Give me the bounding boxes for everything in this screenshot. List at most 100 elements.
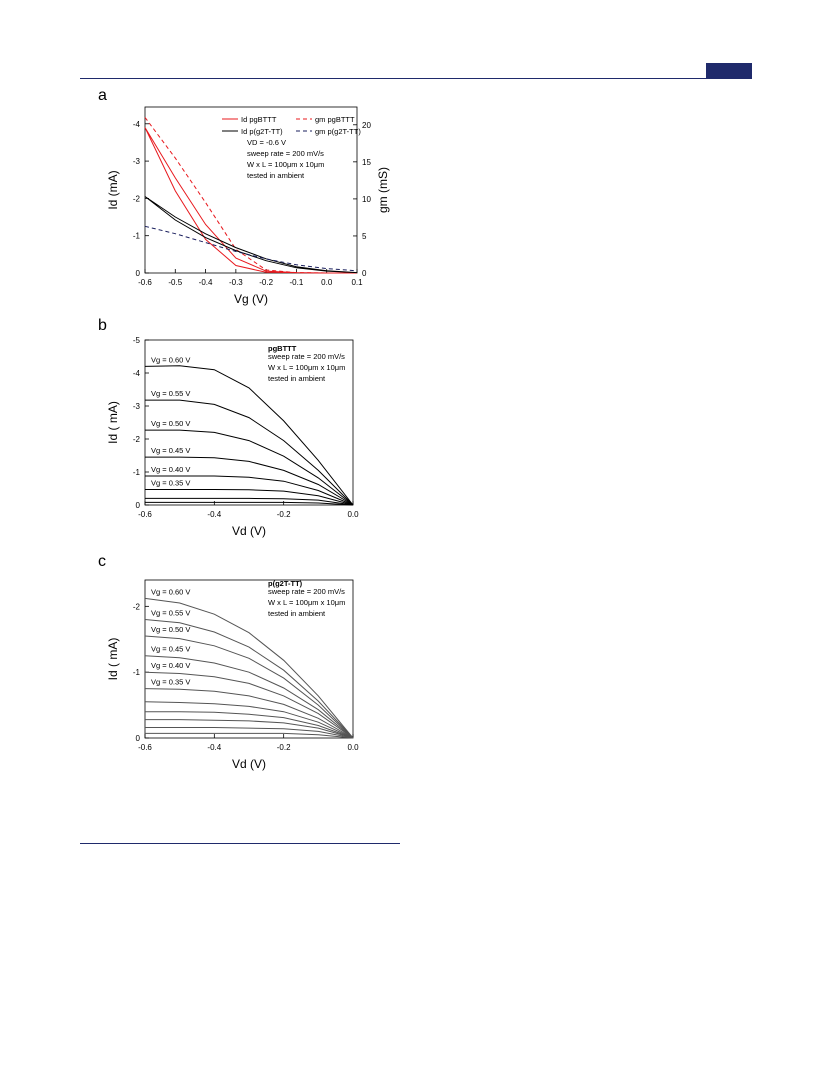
x-tick-label: -0.5 — [168, 278, 182, 287]
x-axis-title: Vg (V) — [234, 292, 268, 306]
panel-label: c — [98, 553, 106, 570]
y-axis-title: Id (mA) — [106, 170, 120, 209]
annotation: sweep rate = 200 mV/s — [268, 587, 345, 596]
series-label: Vg = 0.40 V — [151, 465, 190, 474]
y2-tick-label: 15 — [362, 158, 371, 167]
x-tick-label: -0.6 — [138, 743, 152, 752]
legend-label: Id p(g2T-TT) — [241, 127, 283, 136]
x-tick-label: -0.4 — [207, 743, 221, 752]
panel-label: b — [98, 317, 107, 334]
y-tick-label: -1 — [133, 232, 141, 241]
series-line — [145, 489, 354, 506]
x-tick-label: -0.6 — [138, 278, 152, 287]
series-line — [144, 117, 357, 274]
series-line — [145, 732, 354, 739]
y-tick-label: -4 — [133, 120, 141, 129]
series-label: Vg = 0.50 V — [151, 625, 190, 634]
y-tick-label: 0 — [136, 734, 141, 743]
series-line — [144, 597, 354, 739]
annotation: sweep rate = 200 mV/s — [268, 352, 345, 361]
series-label: Vg = 0.35 V — [151, 678, 190, 687]
x-tick-label: -0.2 — [277, 510, 291, 519]
series-line — [144, 671, 354, 739]
y-tick-label: -2 — [133, 435, 141, 444]
y-tick-label: -4 — [133, 369, 141, 378]
series-line — [145, 501, 354, 506]
y-axis-title: Id ( mA) — [106, 638, 120, 681]
series-line — [144, 127, 357, 274]
series-label: Vg = 0.60 V — [151, 355, 190, 364]
series-line — [144, 635, 354, 739]
y-tick-label: -3 — [133, 402, 141, 411]
series-label: Vg = 0.35 V — [151, 478, 190, 487]
x-tick-label: 0.0 — [321, 278, 333, 287]
panel-label: a — [98, 87, 107, 104]
series-line — [145, 456, 354, 506]
y-tick-label: 0 — [136, 269, 141, 278]
series-label: Vg = 0.45 V — [151, 446, 190, 455]
x-tick-label: -0.6 — [138, 510, 152, 519]
x-tick-label: -0.3 — [229, 278, 243, 287]
x-tick-label: -0.4 — [207, 510, 221, 519]
annotation: W x L = 100μm x 10μm — [268, 363, 345, 372]
plot-frame — [144, 106, 358, 274]
x-tick-label: -0.1 — [290, 278, 304, 287]
series-line — [144, 701, 354, 739]
annotation: tested in ambient — [268, 609, 326, 618]
series-line — [145, 399, 354, 506]
legend-label: gm pgBTTT — [315, 115, 355, 124]
x-axis-title: Vd (V) — [232, 757, 266, 771]
annotation: VD = -0.6 V — [247, 138, 286, 147]
series-line — [144, 688, 354, 739]
annotation: tested in ambient — [268, 374, 326, 383]
x-tick-label: 0.1 — [351, 278, 363, 287]
plot-frame — [144, 339, 354, 506]
series-line — [145, 497, 354, 506]
x-tick-label: -0.2 — [277, 743, 291, 752]
plot-frame — [144, 579, 354, 739]
series-line — [145, 475, 354, 506]
y-axis-title: Id ( mA) — [106, 401, 120, 444]
y-tick-label: -5 — [133, 336, 141, 345]
y-tick-label: -3 — [133, 157, 141, 166]
series-line — [145, 711, 354, 739]
series-label: Vg = 0.40 V — [151, 661, 190, 670]
series-label: Vg = 0.55 V — [151, 609, 190, 618]
x-tick-label: -0.4 — [199, 278, 213, 287]
series-line — [144, 655, 354, 739]
series-line — [145, 727, 354, 739]
annotation: sweep rate = 200 mV/s — [247, 149, 324, 158]
x-tick-label: 0.0 — [347, 510, 359, 519]
y2-tick-label: 0 — [362, 269, 367, 278]
x-tick-label: -0.2 — [259, 278, 273, 287]
annotation-title: p(g2T-TT) — [268, 579, 303, 588]
series-line — [144, 196, 358, 274]
y2-tick-label: 10 — [362, 195, 371, 204]
y2-axis-title: gm (mS) — [376, 167, 390, 213]
series-label: Vg = 0.45 V — [151, 645, 190, 654]
series-line — [144, 365, 354, 506]
y-tick-label: -1 — [133, 468, 141, 477]
annotation: W x L = 100μm x 10μm — [247, 160, 324, 169]
y2-tick-label: 5 — [362, 232, 367, 241]
x-tick-label: 0.0 — [347, 743, 359, 752]
annotation-title: pgBTTT — [268, 344, 297, 353]
annotation: tested in ambient — [247, 171, 305, 180]
series-line — [144, 225, 358, 272]
series-label: Vg = 0.55 V — [151, 389, 190, 398]
x-axis-title: Vd (V) — [232, 524, 266, 538]
series-line — [144, 619, 354, 739]
series-line — [145, 429, 354, 506]
y-tick-label: 0 — [136, 501, 141, 510]
y-tick-label: -2 — [133, 194, 141, 203]
series-label: Vg = 0.60 V — [151, 587, 190, 596]
legend-label: Id pgBTTT — [241, 115, 277, 124]
header-block — [706, 63, 752, 78]
annotation: W x L = 100μm x 10μm — [268, 598, 345, 607]
legend-label: gm p(g2T-TT) — [315, 127, 361, 136]
y-tick-label: -1 — [133, 668, 141, 677]
series-line — [145, 719, 354, 739]
series-label: Vg = 0.50 V — [151, 419, 190, 428]
y2-tick-label: 20 — [362, 121, 371, 130]
